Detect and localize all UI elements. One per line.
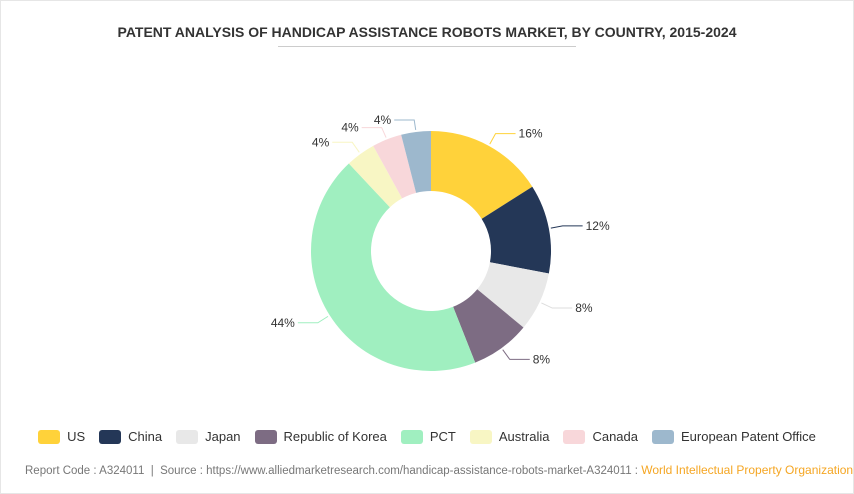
label-line bbox=[550, 225, 583, 229]
legend-item[interactable]: PCT bbox=[400, 429, 456, 444]
slice-republic-of-korea[interactable] bbox=[453, 289, 524, 363]
data-label: 4% bbox=[374, 113, 392, 127]
legend-label: European Patent Office bbox=[681, 429, 816, 444]
label-line bbox=[489, 133, 516, 145]
legend-label: PCT bbox=[429, 429, 456, 444]
legend-label: US bbox=[67, 429, 86, 444]
data-label: 8% bbox=[533, 352, 551, 366]
data-label: 44% bbox=[271, 316, 295, 330]
legend-swatch bbox=[38, 429, 61, 444]
data-label: 4% bbox=[312, 135, 330, 149]
legend-swatch bbox=[469, 429, 492, 444]
legend-item[interactable]: Canada bbox=[563, 429, 638, 444]
legend-item[interactable]: China bbox=[99, 429, 162, 444]
legend-item[interactable]: European Patent Office bbox=[652, 429, 816, 444]
label-line bbox=[394, 119, 417, 131]
legend-swatch bbox=[176, 429, 199, 444]
source-name: World Intellectual Property Organization bbox=[641, 463, 854, 477]
slice-european-patent-office[interactable] bbox=[401, 131, 431, 193]
slice-china[interactable] bbox=[481, 186, 551, 274]
title-underline bbox=[278, 46, 576, 47]
label-line bbox=[361, 127, 387, 138]
slice-japan[interactable] bbox=[477, 262, 549, 328]
slice-australia[interactable] bbox=[348, 145, 403, 208]
legend-swatch bbox=[99, 429, 122, 444]
legend-swatch bbox=[652, 429, 674, 444]
footer: Report Code : A324011 | Source : https:/… bbox=[25, 463, 853, 477]
slice-pct[interactable] bbox=[310, 163, 476, 372]
slice-us[interactable] bbox=[431, 131, 533, 219]
legend-item[interactable]: Japan bbox=[176, 429, 241, 444]
legend: US China Japan Republic of Korea PCT Australi… bbox=[0, 429, 854, 444]
data-label: 12% bbox=[586, 219, 610, 233]
legend-swatch bbox=[563, 429, 586, 444]
legend-swatch bbox=[400, 429, 423, 444]
slice-canada[interactable] bbox=[373, 134, 417, 199]
legend-item[interactable]: Australia bbox=[469, 429, 550, 444]
label-line bbox=[541, 302, 573, 309]
data-label: 4% bbox=[341, 121, 359, 135]
data-label: 8% bbox=[575, 301, 593, 315]
legend-label: Republic of Korea bbox=[283, 429, 387, 444]
label-line bbox=[332, 141, 360, 153]
footer-text: Report Code : A324011 | Source : https:/… bbox=[25, 465, 642, 477]
legend-item[interactable]: US bbox=[38, 429, 85, 444]
chart-title: PATENT ANALYSIS OF HANDICAP ASSISTANCE R… bbox=[117, 24, 737, 40]
legend-label: Canada bbox=[592, 429, 638, 444]
legend-label: Japan bbox=[205, 429, 241, 444]
label-line bbox=[297, 315, 329, 324]
legend-swatch bbox=[254, 429, 277, 444]
label-line bbox=[502, 349, 530, 360]
legend-label: Australia bbox=[498, 429, 550, 444]
data-label: 16% bbox=[519, 127, 543, 141]
legend-item[interactable]: Republic of Korea bbox=[254, 429, 387, 444]
legend-label: China bbox=[128, 429, 163, 444]
